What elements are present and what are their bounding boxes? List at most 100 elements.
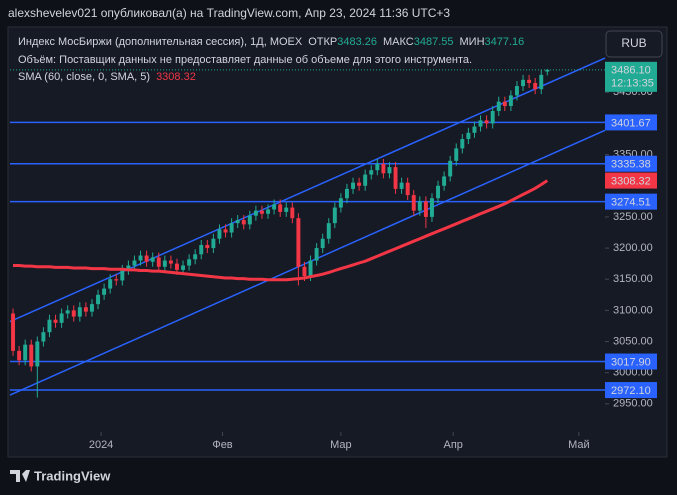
candle-body: [17, 350, 22, 361]
candle-body: [217, 229, 222, 239]
candle-body: [150, 257, 155, 262]
candle-body: [308, 260, 313, 277]
channel-line: [9, 129, 606, 396]
candle-body: [35, 341, 40, 367]
candle-body: [436, 185, 441, 199]
candle-body: [338, 198, 343, 208]
level-badge: [605, 114, 657, 131]
candle-body: [114, 279, 119, 281]
candle-body: [89, 304, 94, 312]
candle-body: [156, 257, 161, 267]
logo-text: TradingView: [34, 468, 111, 483]
low-value: 3477.16: [485, 36, 525, 48]
candle-body: [387, 167, 392, 174]
candle-body: [71, 310, 76, 317]
candle-body: [399, 182, 404, 189]
candle-body: [405, 182, 410, 196]
symbol: Индекс МосБиржи (дополнительная сессия),…: [18, 36, 524, 48]
x-tick-label: Май: [568, 439, 590, 451]
candle-body: [259, 210, 264, 214]
candle-body: [357, 182, 362, 186]
x-tick-label: Апр: [444, 439, 463, 451]
candle-body: [545, 69, 550, 72]
candle-body: [496, 101, 501, 111]
level-label: 3335.38: [611, 159, 651, 171]
candle-body: [229, 223, 234, 233]
candle-body: [478, 120, 483, 127]
currency[interactable]: RUB: [621, 36, 646, 50]
candle-body: [369, 170, 374, 175]
candle-body: [393, 167, 398, 189]
candle-body: [126, 265, 131, 270]
candle-body: [454, 148, 459, 161]
candle-body: [199, 244, 204, 255]
sma-line: [13, 179, 549, 282]
high-label: МАКС: [383, 36, 414, 48]
currency-button[interactable]: [605, 30, 663, 58]
candle-body: [223, 229, 228, 233]
candle-body: [502, 101, 507, 107]
legend: Индекс МосБиржи (дополнительная сессия),…: [18, 36, 524, 83]
y-tick-label: 2950.00: [613, 398, 653, 410]
candle-body: [144, 255, 149, 262]
candle-body: [108, 279, 113, 289]
candle-body: [429, 198, 434, 217]
candle-body: [375, 163, 380, 171]
x-tick-label: Фев: [212, 439, 232, 451]
sma-value: 3308.32: [156, 71, 196, 83]
candle-body: [53, 319, 58, 323]
candle-body: [417, 201, 422, 211]
candle-body: [174, 263, 179, 270]
candle-body: [11, 313, 16, 351]
candle-body: [326, 223, 331, 239]
candle-body: [235, 220, 240, 224]
level-label: 3401.67: [611, 117, 651, 129]
x-tick-label: Мар: [330, 439, 352, 451]
candle-body: [272, 204, 277, 210]
logo: TradingView: [10, 468, 111, 483]
candle-body: [278, 204, 283, 212]
y-tick-label: 3100.00: [613, 304, 653, 316]
candle-body: [205, 244, 210, 249]
y-tick-label: 3200.00: [613, 242, 653, 254]
candle-body: [168, 260, 173, 264]
top-bar: alexshevelev021 опубликовал(а) на Tradin…: [8, 6, 450, 20]
last-price-badge: [605, 61, 657, 92]
sma-name: SMA (60, close, 0, SMA, 5): [18, 71, 150, 83]
candle-body: [344, 188, 349, 199]
candle-body: [411, 195, 416, 211]
candle-body: [514, 86, 519, 96]
last-price-label: 3486.10: [611, 65, 651, 77]
candle-body: [539, 74, 544, 90]
y-tick-label: 3150.00: [613, 273, 653, 285]
candle-body: [41, 332, 46, 342]
candle-body: [83, 307, 88, 312]
chart-panel: [7, 26, 668, 458]
candle-body: [47, 319, 52, 333]
candle-body: [162, 260, 167, 267]
candle-body: [193, 254, 198, 260]
candle-body: [442, 176, 447, 186]
candle-body: [296, 218, 301, 267]
candle-body: [314, 248, 319, 261]
candle-body: [253, 210, 258, 216]
candle-body: [138, 255, 143, 261]
symbol-name: Индекс МосБиржи (дополнительная сессия),…: [18, 36, 303, 48]
level-label: 3017.90: [611, 356, 651, 368]
candle-body: [466, 132, 471, 140]
open-label: ОТКР: [308, 36, 337, 48]
candle-body: [521, 79, 526, 87]
level-label: 2972.10: [611, 385, 651, 397]
candle-body: [484, 120, 489, 124]
candle-body: [460, 139, 465, 149]
candle-body: [23, 344, 28, 361]
candle-body: [132, 260, 137, 266]
candle-body: [96, 294, 101, 305]
candle-body: [508, 95, 513, 107]
candle-body: [423, 201, 428, 217]
candle-body: [533, 82, 538, 90]
candle-body: [59, 313, 64, 323]
candle-body: [29, 344, 34, 367]
level-label: 3274.51: [611, 197, 651, 209]
candle-body: [381, 163, 386, 174]
